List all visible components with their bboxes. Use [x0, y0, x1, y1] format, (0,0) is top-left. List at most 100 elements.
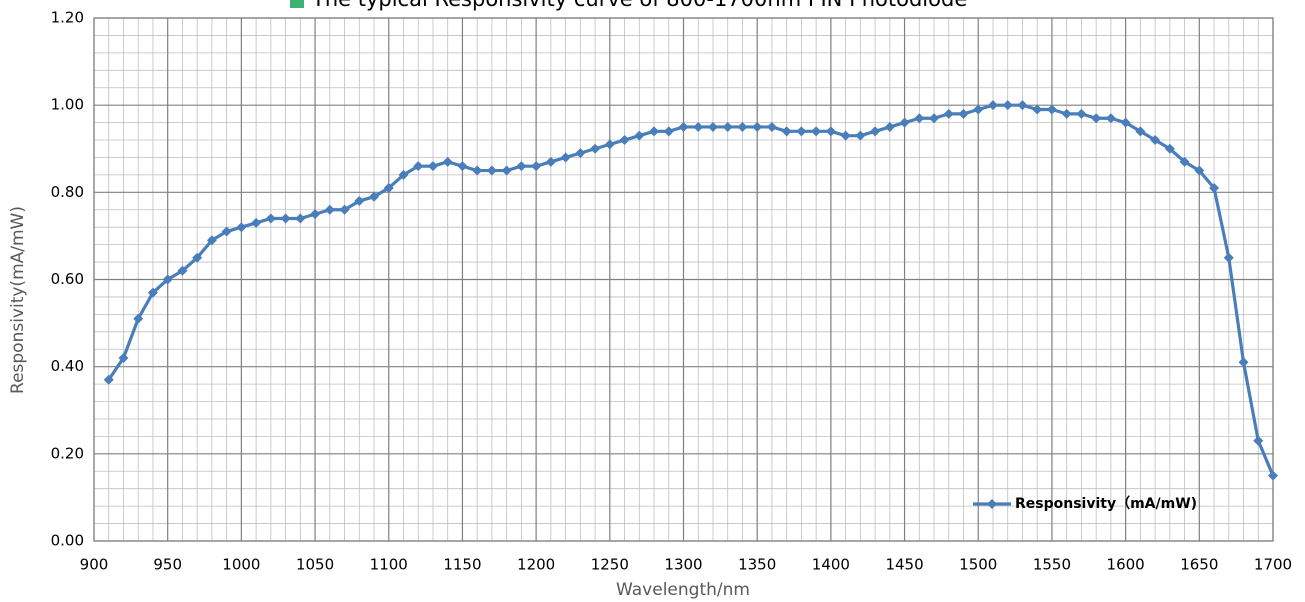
data-point — [649, 126, 660, 137]
data-point — [1017, 100, 1028, 111]
x-tick-label: 1650 — [1180, 556, 1218, 574]
data-point — [1209, 182, 1220, 193]
data-point — [295, 213, 306, 224]
x-tick-label: 1600 — [1107, 556, 1145, 574]
y-tick-label: 1.20 — [51, 9, 84, 27]
title-icon — [290, 0, 304, 8]
y-tick-label: 0.80 — [51, 183, 84, 201]
data-point — [973, 104, 984, 115]
data-point — [663, 126, 674, 137]
data-point — [251, 217, 262, 228]
y-tick-label: 0.00 — [51, 532, 84, 550]
x-tick-label: 1250 — [591, 556, 629, 574]
y-tick-label: 1.00 — [51, 96, 84, 114]
data-point — [516, 161, 527, 172]
y-axis-title: Responsivity(mA/mW) — [8, 206, 28, 394]
series-line — [107, 103, 1275, 477]
data-point — [457, 161, 468, 172]
plot-border — [93, 17, 1274, 542]
data-point — [236, 222, 247, 233]
data-point — [486, 165, 497, 176]
data-point — [1076, 108, 1087, 119]
x-tick-label: 1350 — [738, 556, 776, 574]
x-tick-label: 1500 — [959, 556, 997, 574]
data-point — [1120, 117, 1131, 128]
data-point — [1046, 104, 1057, 115]
data-point — [929, 113, 940, 124]
x-tick-label: 1550 — [1033, 556, 1071, 574]
data-point — [280, 213, 291, 224]
data-point — [943, 108, 954, 119]
data-point — [781, 126, 792, 137]
data-point — [899, 117, 910, 128]
data-point — [531, 161, 542, 172]
data-point — [427, 161, 438, 172]
data-point — [118, 352, 129, 363]
data-point — [442, 156, 453, 167]
x-tick-label: 1400 — [812, 556, 850, 574]
data-point — [811, 126, 822, 137]
data-point — [855, 130, 866, 141]
data-point — [103, 374, 114, 385]
data-point — [619, 135, 630, 146]
data-point — [472, 165, 483, 176]
data-point — [840, 130, 851, 141]
x-tick-label: 1050 — [296, 556, 334, 574]
data-point — [1135, 126, 1146, 137]
data-point — [958, 108, 969, 119]
data-point — [707, 121, 718, 132]
data-point — [796, 126, 807, 137]
data-point — [383, 182, 394, 193]
x-tick-label: 1700 — [1254, 556, 1292, 574]
x-tick-label: 1000 — [222, 556, 260, 574]
data-point — [1253, 435, 1264, 446]
data-point — [162, 274, 173, 285]
data-point — [987, 100, 998, 111]
y-tick-label: 0.40 — [51, 357, 84, 375]
data-point — [206, 235, 217, 246]
x-tick-label: 950 — [153, 556, 182, 574]
data-point — [133, 313, 144, 324]
data-point — [560, 152, 571, 163]
data-point — [324, 204, 335, 215]
data-point — [884, 121, 895, 132]
data-point — [501, 165, 512, 176]
data-point — [413, 161, 424, 172]
x-tick-label: 1150 — [443, 556, 481, 574]
x-tick-label: 1450 — [885, 556, 923, 574]
data-point — [1194, 165, 1205, 176]
data-point — [369, 191, 380, 202]
data-point — [1032, 104, 1043, 115]
data-point — [192, 252, 203, 263]
data-point — [590, 143, 601, 154]
data-point — [1105, 113, 1116, 124]
x-tick-label: 900 — [80, 556, 109, 574]
data-point — [177, 265, 188, 276]
data-point — [722, 121, 733, 132]
x-tick-label: 1200 — [517, 556, 555, 574]
data-point — [265, 213, 276, 224]
data-point — [339, 204, 350, 215]
data-point — [870, 126, 881, 137]
data-point — [634, 130, 645, 141]
y-tick-label: 0.60 — [51, 270, 84, 288]
data-point — [1164, 143, 1175, 154]
x-tick-label: 1300 — [664, 556, 702, 574]
data-point — [398, 169, 409, 180]
data-point — [1223, 252, 1234, 263]
data-point — [147, 287, 158, 298]
data-point — [575, 148, 586, 159]
x-tick-label: 1100 — [370, 556, 408, 574]
data-point — [1002, 100, 1013, 111]
data-point — [752, 121, 763, 132]
legend-label: Responsivity（mA/mW) — [1015, 496, 1197, 512]
data-point — [1061, 108, 1072, 119]
data-point — [693, 121, 704, 132]
legend-marker — [987, 499, 997, 509]
data-point — [737, 121, 748, 132]
data-point — [1179, 156, 1190, 167]
data-point — [354, 196, 365, 207]
x-axis-title: Wavelength/nm — [616, 580, 750, 600]
data-point — [310, 209, 321, 220]
